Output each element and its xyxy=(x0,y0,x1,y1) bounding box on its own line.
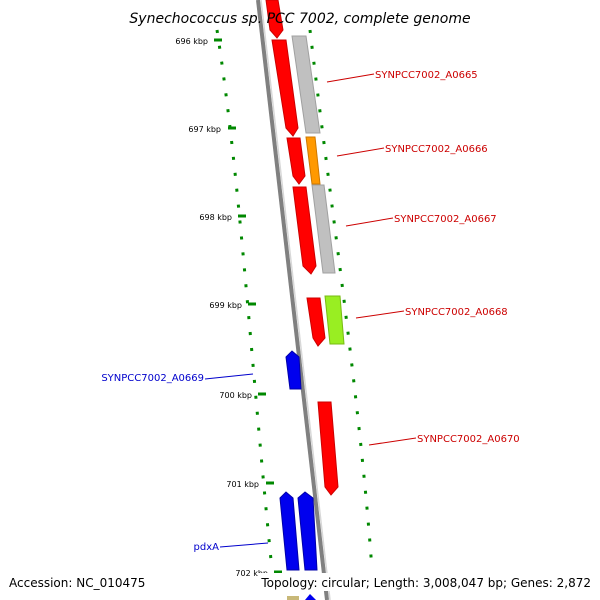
gene-arrow-a0667 xyxy=(292,186,317,275)
topology-text: Topology: circular; Length: 3,008,047 bp… xyxy=(260,576,591,590)
similarity-block-a0665 xyxy=(291,35,321,134)
leader-line-a0666 xyxy=(336,147,385,157)
gene-arrow-a0666 xyxy=(286,137,306,185)
leader-line-a0668 xyxy=(355,310,405,319)
gene-arrow-pdxA-1 xyxy=(279,491,300,571)
gene-label-a0668[interactable]: SYNPCC7002_A0668 xyxy=(405,307,508,318)
tick-label: 698 kbp xyxy=(199,213,232,222)
tick-label: 697 kbp xyxy=(188,125,221,134)
gene-label-a0670[interactable]: SYNPCC7002_A0670 xyxy=(417,434,520,445)
gene-arrow-a0670 xyxy=(317,401,339,496)
tick-label: 699 kbp xyxy=(209,301,242,310)
gene-label-a0666[interactable]: SYNPCC7002_A0666 xyxy=(385,144,488,155)
tick-label: 702 kbp xyxy=(235,569,268,578)
tick-label: 700 kbp xyxy=(219,391,252,400)
gene-bottom-olive xyxy=(287,596,299,600)
tick-label: 701 kbp xyxy=(226,480,259,489)
gene-arrow-a0668 xyxy=(306,297,326,347)
leader-line-a0665 xyxy=(326,73,375,83)
leader-line-a0667 xyxy=(345,217,394,227)
gene-label-a0669[interactable]: SYNPCC7002_A0669 xyxy=(101,373,204,384)
similarity-block-a0667 xyxy=(311,184,336,274)
gc-track-right xyxy=(308,29,374,571)
similarity-block-a0666 xyxy=(305,136,321,185)
leader-line-pdxA xyxy=(219,542,269,548)
gene-label-pdxA[interactable]: pdxA xyxy=(194,542,220,553)
gene-arrow-a0665 xyxy=(271,39,299,137)
accession-text: Accession: NC_010475 xyxy=(9,576,145,590)
gene-label-a0665[interactable]: SYNPCC7002_A0665 xyxy=(375,70,478,81)
gene-arrow-a0669 xyxy=(285,350,302,390)
genome-backbone xyxy=(256,0,329,600)
tick-label: 696 kbp xyxy=(175,37,208,46)
gene-arrow-top xyxy=(265,0,284,39)
leader-line-a0670 xyxy=(368,437,417,446)
leader-line-a0669 xyxy=(204,373,254,380)
map-title: Synechococcus sp. PCC 7002, complete gen… xyxy=(129,11,470,27)
gene-label-a0667[interactable]: SYNPCC7002_A0667 xyxy=(394,214,497,225)
ticks xyxy=(214,38,282,574)
gc-track-left xyxy=(215,29,274,571)
gene-arrow-bottom-blue xyxy=(305,594,316,600)
gene-arrow-pdxA-2 xyxy=(297,491,318,571)
similarity-block-a0668 xyxy=(324,295,345,345)
